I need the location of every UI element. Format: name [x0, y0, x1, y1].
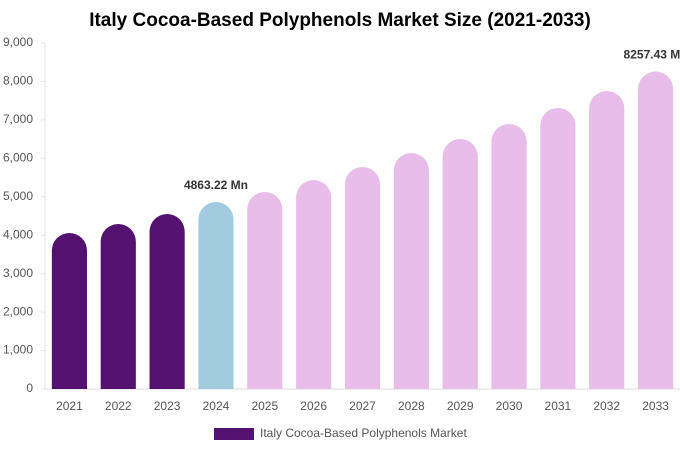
- bar: [540, 107, 576, 389]
- bar: [442, 138, 478, 389]
- y-tick-label: 1,000: [3, 343, 33, 357]
- x-tick-label: 2033: [642, 399, 669, 413]
- x-tick-label: 2027: [349, 399, 376, 413]
- y-tick-label: 7,000: [3, 112, 33, 126]
- bar: [296, 180, 332, 389]
- x-tick-label: 2029: [447, 399, 474, 413]
- bar: [637, 71, 674, 390]
- legend-label: Italy Cocoa-Based Polyphenols Market: [260, 426, 467, 440]
- x-tick-label: 2028: [398, 399, 425, 413]
- x-tick-label: 2021: [56, 399, 83, 413]
- data-label: 8257.43 Mn: [624, 48, 680, 62]
- data-label: 4863.22 Mn: [184, 178, 248, 192]
- bar: [393, 152, 429, 389]
- y-tick-label: 6,000: [3, 151, 33, 165]
- x-tick-label: 2025: [251, 399, 278, 413]
- legend-swatch: [214, 428, 254, 440]
- x-tick-label: 2026: [300, 399, 327, 413]
- bar: [198, 202, 234, 389]
- bar: [589, 91, 625, 390]
- y-tick-label: 9,000: [3, 35, 33, 49]
- y-tick-label: 0: [26, 381, 33, 395]
- y-tick-label: 2,000: [3, 304, 33, 318]
- y-tick-label: 3,000: [3, 266, 33, 280]
- x-tick-label: 2023: [154, 399, 181, 413]
- x-tick-label: 2022: [105, 399, 132, 413]
- x-tick-label: 2024: [203, 399, 230, 413]
- bar: [51, 233, 88, 389]
- y-tick-label: 4,000: [3, 227, 33, 241]
- bar: [491, 123, 527, 389]
- bar: [247, 191, 283, 389]
- y-tick-label: 5,000: [3, 189, 33, 203]
- x-tick-label: 2030: [496, 399, 523, 413]
- x-tick-label: 2031: [545, 399, 572, 413]
- bar: [149, 214, 185, 389]
- bar: [100, 223, 136, 389]
- bar: [344, 166, 381, 389]
- chart-title: Italy Cocoa-Based Polyphenols Market Siz…: [89, 10, 591, 31]
- y-tick-label: 8,000: [3, 74, 33, 88]
- x-tick-label: 2032: [593, 399, 620, 413]
